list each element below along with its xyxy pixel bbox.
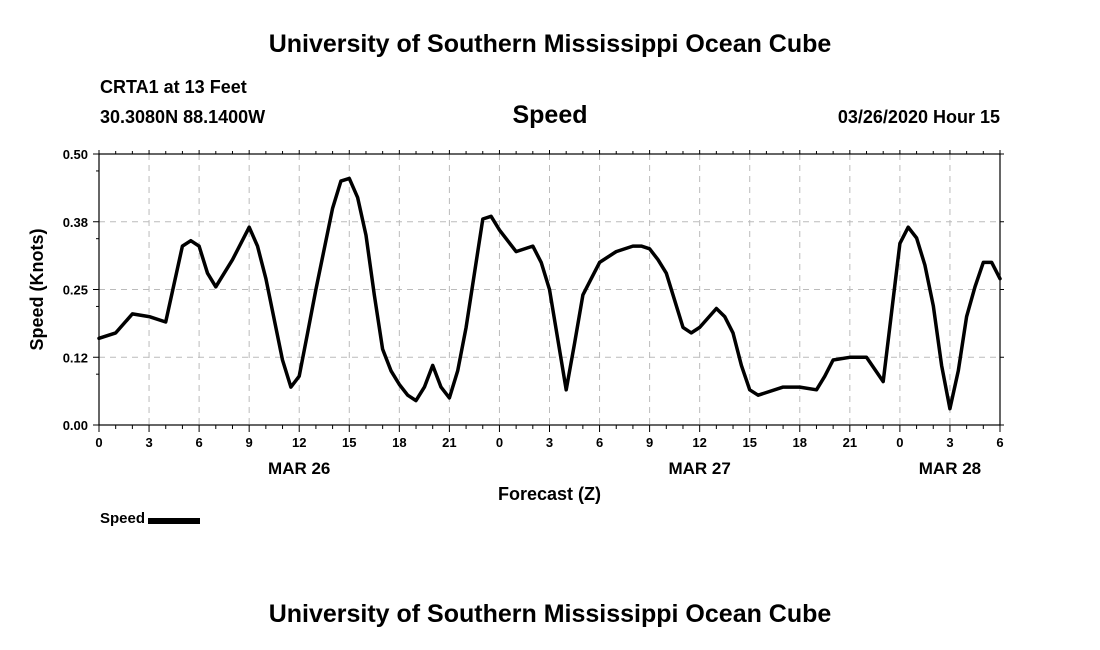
- x-tick-label: 15: [742, 435, 756, 450]
- page-title: University of Southern Mississippi Ocean…: [268, 30, 832, 58]
- x-tick-label: 15: [342, 435, 356, 450]
- x-tick-label: 18: [793, 435, 807, 450]
- y-tick-label: 0.12: [63, 350, 88, 365]
- legend-label: Speed: [100, 510, 146, 527]
- x-tick-label: 3: [145, 435, 152, 450]
- chart-title: Speed: [512, 101, 588, 129]
- y-tick-label: 0.25: [63, 283, 88, 298]
- date-label: MAR 26: [268, 459, 330, 478]
- coordinates-label: 30.3080N 88.1400W: [100, 107, 266, 127]
- x-axis-label: Forecast (Z): [498, 484, 601, 504]
- y-axis-label: Speed (Knots): [27, 228, 47, 350]
- timestamp-label: 03/26/2020 Hour 15: [837, 107, 1000, 127]
- legend-swatch: [148, 517, 201, 524]
- x-tick-label: 0: [95, 435, 102, 450]
- legend: Speed: [100, 510, 201, 527]
- x-tick-label: 0: [496, 435, 503, 450]
- x-tick-label: 6: [195, 435, 202, 450]
- y-tick-label: 0.00: [63, 418, 88, 433]
- y-tick-label: 0.38: [63, 215, 88, 230]
- x-tick-label: 6: [996, 435, 1003, 450]
- x-tick-label: 21: [442, 435, 456, 450]
- y-tick-label: 0.50: [63, 147, 88, 162]
- x-tick-label: 9: [646, 435, 653, 450]
- date-label: MAR 28: [919, 459, 981, 478]
- x-tick-label: 12: [292, 435, 306, 450]
- x-tick-label: 18: [392, 435, 406, 450]
- x-tick-label: 0: [896, 435, 903, 450]
- speed-series-line: [97, 176, 1002, 411]
- station-label: CRTA1 at 13 Feet: [100, 77, 247, 97]
- x-tick-label: 6: [596, 435, 603, 450]
- x-tick-label: 12: [692, 435, 706, 450]
- x-tick-label: 9: [246, 435, 253, 450]
- x-tick-label: 3: [946, 435, 953, 450]
- date-label: MAR 27: [668, 459, 730, 478]
- footer-title: University of Southern Mississippi Ocean…: [268, 600, 832, 628]
- x-tick-label: 21: [843, 435, 857, 450]
- x-tick-label: 3: [546, 435, 553, 450]
